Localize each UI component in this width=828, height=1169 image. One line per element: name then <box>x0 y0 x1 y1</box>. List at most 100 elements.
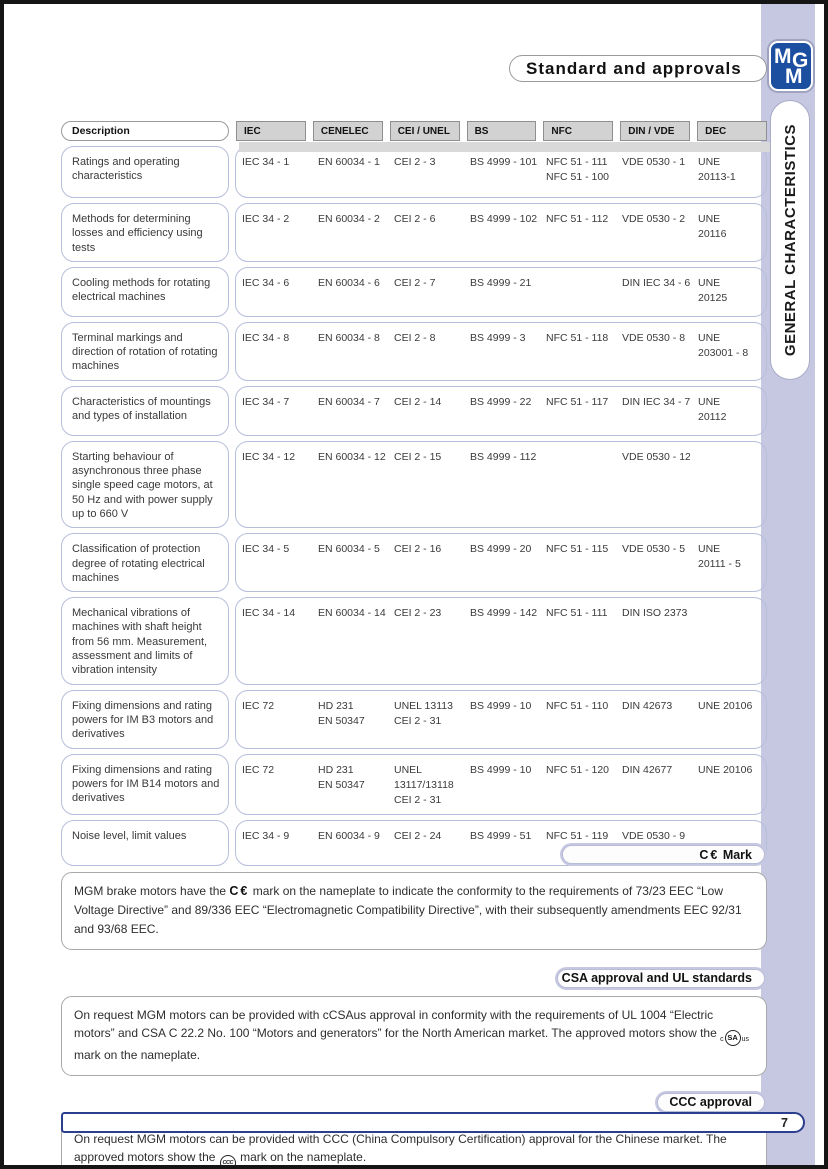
standard-cell: UNEL 13113 CEI 2 - 31 <box>388 699 462 742</box>
standard-cell: IEC 34 - 6 <box>236 276 310 310</box>
standard-line: EN 60034 - 12 <box>318 450 386 463</box>
standard-cell: IEC 34 - 9 <box>236 829 310 859</box>
standard-line: EN 60034 - 7 <box>318 395 380 408</box>
standard-cell: UNE 20106 <box>692 699 766 742</box>
standard-cell: IEC 34 - 14 <box>236 606 310 677</box>
standard-cell: UNE 20125 <box>692 276 766 310</box>
standard-cell: DIN IEC 34 - 6 <box>616 276 690 310</box>
standard-line: EN 50347 <box>318 778 365 791</box>
standard-cell: VDE 0530 - 9 <box>616 829 690 859</box>
standard-line: IEC 34 - 8 <box>242 331 290 344</box>
standard-cell: CEI 2 - 16 <box>388 542 462 585</box>
column-header-dec: DEC <box>697 121 767 141</box>
row-standards-panel: IEC 34 - 9 EN 60034 - 9 CEI 2 - 24 BS 4999 … <box>235 820 767 867</box>
column-header-cei-unel: CEI / UNEL <box>389 121 460 141</box>
standard-line: CEI 2 - 15 <box>394 450 442 463</box>
standard-cell <box>692 606 766 677</box>
standard-cell: CEI 2 - 14 <box>388 395 462 429</box>
standard-cell: EN 60034 - 9 <box>312 829 386 859</box>
row-standards-panel: IEC 34 - 7 EN 60034 - 7 CEI 2 - 14 BS 4999 … <box>235 385 767 436</box>
standard-line: NFC 51 - 111 <box>546 156 608 168</box>
standard-cell: EN 60034 - 7 <box>312 395 386 429</box>
standard-line: IEC 34 - 12 <box>242 450 296 463</box>
logo-letter-g: G <box>792 49 809 72</box>
standard-line: NFC 51 - 110 <box>546 699 609 712</box>
row-description: Cooling methods for rotating electrical … <box>61 266 229 317</box>
row-description: Fixing dimensions and rating powers for … <box>61 753 229 816</box>
table-row: Noise level, limit values IEC 34 - 9 EN 60… <box>61 820 767 867</box>
standard-cell: CEI 2 - 8 <box>388 331 462 374</box>
standard-cell: VDE 0530 - 1 <box>616 155 690 191</box>
standard-line: UNE <box>698 213 721 225</box>
logo-letter-m2: M <box>785 65 803 88</box>
csa-mark-prefix: c <box>720 1036 724 1044</box>
standard-line: BS 4999 - 112 <box>470 450 537 463</box>
standard-line: CEI 2 - 6 <box>394 213 436 225</box>
column-header-din-vde: DIN / VDE <box>620 121 691 141</box>
standard-cell: HD 231 EN 50347 <box>312 699 386 742</box>
standard-cell: CEI 2 - 15 <box>388 450 462 521</box>
standard-line: IEC 34 - 14 <box>242 607 296 620</box>
standard-cell: VDE 0530 - 2 <box>616 212 690 255</box>
standard-cell: HD 231 EN 50347 <box>312 763 386 809</box>
table-row: Ratings and operating characteristics IEC… <box>61 146 767 198</box>
standard-cell: BS 4999 - 21 <box>464 276 538 310</box>
standard-cell: BS 4999 - 20 <box>464 542 538 585</box>
standard-line: IEC 34 - 6 <box>242 276 290 289</box>
standard-cell: BS 4999 - 101 <box>464 155 538 191</box>
ce-section-title: C€ Mark <box>562 845 765 864</box>
standard-cell: UNE 20116 <box>692 212 766 255</box>
spacer <box>61 950 767 967</box>
table-row: Fixing dimensions and rating powers for … <box>61 753 767 816</box>
standard-cell <box>540 450 614 521</box>
standard-line: CEI 2 - 24 <box>394 830 442 843</box>
standard-cell <box>692 450 766 521</box>
standard-line: VDE 0530 - 5 <box>622 543 686 556</box>
standard-line: DIN IEC 34 - 6 <box>622 276 690 289</box>
standard-cell: NFC 51 - 112 <box>540 212 614 255</box>
csa-title-label: CSA approval and UL standards <box>561 971 752 986</box>
standard-line: UNE <box>698 543 721 556</box>
standard-line: BS 4999 - 10 <box>470 699 532 712</box>
standard-cell: CEI 2 - 3 <box>388 155 462 191</box>
standard-cell: BS 4999 - 112 <box>464 450 538 521</box>
standard-line: CEI 2 - 31 <box>394 714 442 727</box>
standards-table: Description IEC CENELEC CEI / UNEL BS NFC DIN … <box>61 121 780 867</box>
ce-pill-outer: C€ Mark <box>560 843 767 866</box>
standard-line: NFC 51 - 118 <box>546 331 609 344</box>
standard-cell: EN 60034 - 12 <box>312 450 386 521</box>
standard-cell: NFC 51 - 119 <box>540 829 614 859</box>
ce-section-body: MGM brake motors have the C€ mark on the… <box>61 872 767 950</box>
standard-line: CEI 2 - 31 <box>394 793 442 806</box>
standard-cell: NFC 51 - 111 NFC 51 - 100 <box>540 155 614 191</box>
csa-mark-suffix: us <box>741 1036 749 1044</box>
row-description: Classification of protection degree of r… <box>61 533 229 593</box>
standard-line: BS 4999 - 22 <box>470 395 532 408</box>
standard-line: 20111 - 5 <box>698 558 741 571</box>
standard-line: EN 60034 - 5 <box>318 543 380 556</box>
column-header-cenelec: CENELEC <box>312 121 383 141</box>
standard-line: CEI 2 - 8 <box>394 331 436 344</box>
standard-cell: NFC 51 - 110 <box>540 699 614 742</box>
standard-cell: NFC 51 - 111 <box>540 606 614 677</box>
row-standards-panel: IEC 34 - 5 EN 60034 - 5 CEI 2 - 16 BS 4999 … <box>235 533 767 593</box>
row-description: Starting behaviour of asynchronous three… <box>61 440 229 529</box>
csa-body-pre: On request MGM motors can be provided wi… <box>74 1007 717 1041</box>
standard-cell: IEC 72 <box>236 699 310 742</box>
standard-cell: EN 60034 - 5 <box>312 542 386 585</box>
ce-mark-icon: C€ <box>699 847 720 862</box>
standard-line: IEC 34 - 5 <box>242 543 290 556</box>
row-standards-panel: IEC 72 HD 231 EN 50347 UNEL 13113 CEI 2 - 31… <box>235 689 767 749</box>
row-description: Noise level, limit values <box>61 820 229 867</box>
column-header-description: Description <box>61 121 229 141</box>
ccc-body-pre: On request MGM motors can be provided wi… <box>74 1131 727 1165</box>
table-row: Fixing dimensions and rating powers for … <box>61 689 767 749</box>
standard-cell: EN 60034 - 2 <box>312 212 386 255</box>
table-header-row: Description IEC CENELEC CEI / UNEL BS NFC DIN … <box>61 121 780 152</box>
standard-cell: NFC 51 - 115 <box>540 542 614 585</box>
standard-cell: BS 4999 - 22 <box>464 395 538 429</box>
row-standards-panel: IEC 34 - 8 EN 60034 - 8 CEI 2 - 8 BS 4999 -… <box>235 321 767 381</box>
standard-line: EN 60034 - 9 <box>318 830 380 843</box>
standard-line: BS 4999 - 20 <box>470 543 532 556</box>
